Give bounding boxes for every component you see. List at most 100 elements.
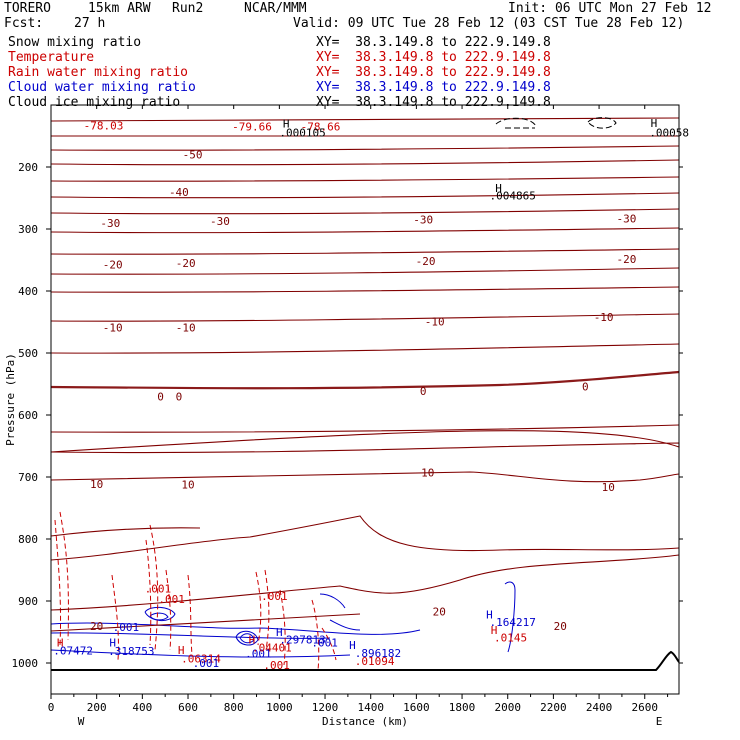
high-marker: H <box>109 637 116 650</box>
contour-value-label: .00058 <box>649 126 689 139</box>
contour-value-label: .164217 <box>489 616 535 629</box>
high-marker: H <box>495 182 502 195</box>
terrain-line <box>51 650 680 671</box>
x-tick-label: 800 <box>224 701 244 714</box>
contour-value-label: .001 <box>113 621 139 634</box>
x-tick-label: 600 <box>178 701 198 714</box>
isotherm-label: -10 <box>594 311 614 324</box>
contour-value-label: .318753 <box>108 645 154 658</box>
model-resolution: 15km ARW <box>88 1 151 16</box>
isotherm-label: 0 <box>420 385 427 398</box>
field-name-rain: Rain water mixing ratio <box>8 65 189 80</box>
isotherm-line <box>50 145 680 151</box>
x-tick-label: 1800 <box>449 701 476 714</box>
isotherm-label: 10 <box>181 478 194 491</box>
cloud-water-contour <box>149 612 169 621</box>
snow-contour <box>587 117 617 129</box>
freezing-level-line <box>50 370 680 390</box>
isotherm-label: 20 <box>433 606 446 619</box>
isotherm-label: 10 <box>90 478 103 491</box>
isotherm-label: 20 <box>90 620 103 633</box>
isotherm-line <box>50 430 680 454</box>
isotherm-line <box>50 554 680 611</box>
run-label: Run2 <box>172 1 204 16</box>
rain-contour <box>311 599 320 671</box>
field-name-cloud-ice: Cloud ice mixing ratio <box>8 95 181 110</box>
isotherm-line <box>50 471 680 483</box>
isotherm-label: 0 <box>582 380 589 393</box>
y-tick-label: 300 <box>18 223 38 236</box>
min-temp-label: -79.66 <box>232 121 272 134</box>
rain-contour <box>54 511 69 646</box>
y-axis-title: Pressure (hPa) <box>4 353 17 446</box>
high-marker: H <box>57 637 64 650</box>
contour-value-label: .000105 <box>279 126 325 139</box>
field-xy-cloud-ice: XY= 38.3.149.8 to 222.9.149.8 <box>316 95 551 110</box>
isotherm-label: -20 <box>103 258 123 271</box>
y-tick-label: 1000 <box>12 657 39 670</box>
east-label: E <box>656 715 663 728</box>
valid-time: Valid: 09 UTC Tue 28 Feb 12 (03 CST Tue … <box>293 16 685 31</box>
x-tick-label: 2200 <box>540 701 567 714</box>
isotherm-label: -10 <box>425 315 445 328</box>
rain-contour <box>111 574 119 661</box>
contour-value-label: .001 <box>311 637 338 650</box>
high-marker: H <box>178 644 185 657</box>
init-time: Init: 06 UTC Mon 27 Feb 12 <box>508 1 712 16</box>
cloud-water-contour <box>235 630 259 646</box>
rain-contour <box>145 524 159 651</box>
contour-value-label: .001 <box>145 583 172 596</box>
isotherm-label: 0 <box>157 390 164 403</box>
west-label: W <box>78 715 85 728</box>
isotherm-line <box>50 424 680 433</box>
rain-contours <box>54 511 337 671</box>
rain-contour <box>255 569 270 651</box>
isotherm-line <box>50 286 680 293</box>
contour-value-label: .01094 <box>355 655 395 668</box>
contour-labels: -50 -40 -30 -30 -30 -30 -20 -20 -20 -20 -10 -10 -10 -… <box>53 117 689 672</box>
contour-value-label: .004865 <box>489 190 535 203</box>
contour-value-label: .001 <box>263 659 290 672</box>
high-marker: H <box>249 633 256 646</box>
contour-value-label: .896182 <box>355 647 401 660</box>
x-tick-label: 2000 <box>494 701 521 714</box>
rain-contour <box>279 589 286 666</box>
high-marker: H <box>276 626 283 639</box>
y-tick-label: 600 <box>18 409 38 422</box>
plot-border <box>50 104 680 695</box>
contour-value-label: .001 <box>245 648 271 661</box>
x-tick-label: 2400 <box>586 701 613 714</box>
forecast-hour: 27 h <box>74 16 106 31</box>
field-xy-snow: XY= 38.3.149.8 to 222.9.149.8 <box>316 35 551 50</box>
isotherm-label: -30 <box>413 214 433 227</box>
high-marker: H <box>283 118 290 131</box>
x-tick-label: 200 <box>87 701 107 714</box>
cloud-water-contour <box>50 622 421 639</box>
x-axis-title: Distance (km) <box>322 715 408 728</box>
isotherm-label: -20 <box>617 253 637 266</box>
cloud-water-contour <box>50 649 351 658</box>
isotherm-label: -30 <box>617 212 637 225</box>
y-tick-label: 500 <box>18 347 38 360</box>
min-temp-label: -78.03 <box>84 119 124 132</box>
isotherm-line <box>50 192 680 199</box>
isotherm-line <box>50 176 680 182</box>
isotherm-line <box>50 313 680 322</box>
plot-frame <box>50 104 680 695</box>
rain-contour <box>187 574 193 656</box>
cloud-water-contour <box>239 633 255 644</box>
high-marker: H <box>486 609 493 622</box>
isotherm-label: -20 <box>416 255 436 268</box>
forecast-label: Fcst: <box>4 16 44 31</box>
model-name: TORERO <box>4 1 51 16</box>
contour-value-label: .0145 <box>494 632 527 645</box>
field-xy-rain: XY= 38.3.149.8 to 222.9.149.8 <box>316 65 551 80</box>
isotherm-label: 10 <box>602 481 615 494</box>
x-tick-label: 1600 <box>403 701 430 714</box>
contour-value-label: .001 <box>193 657 220 670</box>
isotherm-label: -30 <box>100 217 120 230</box>
isotherm-label: 20 <box>554 620 567 633</box>
isotherm-line <box>50 527 201 537</box>
isotherm-label: 0 <box>176 390 183 403</box>
axes: 0 200 400 600 800 1000 1200 1400 1600 1800 2000 220… <box>4 105 683 728</box>
